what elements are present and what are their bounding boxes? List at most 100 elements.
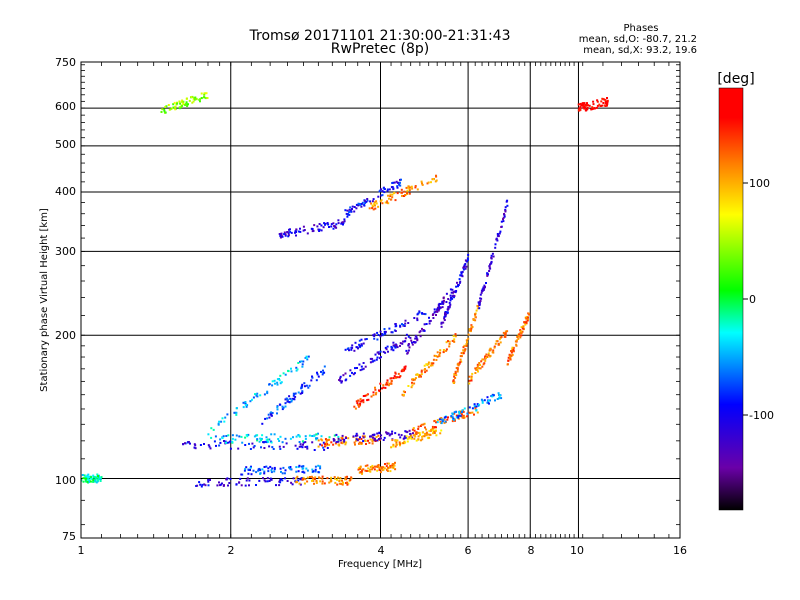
data-point bbox=[438, 306, 441, 308]
data-point bbox=[601, 104, 604, 107]
data-point bbox=[438, 302, 441, 305]
data-point bbox=[392, 377, 395, 380]
data-point bbox=[386, 468, 389, 471]
data-point bbox=[415, 336, 418, 339]
data-point bbox=[386, 189, 389, 192]
data-point bbox=[503, 214, 506, 216]
data-point bbox=[316, 225, 319, 228]
data-point bbox=[284, 405, 287, 408]
data-point bbox=[378, 466, 381, 469]
data-point bbox=[492, 255, 495, 258]
data-point bbox=[256, 434, 259, 437]
data-point bbox=[92, 474, 95, 477]
data-point bbox=[410, 339, 413, 342]
data-point bbox=[438, 355, 441, 358]
data-point bbox=[282, 406, 285, 409]
data-point bbox=[199, 483, 202, 486]
data-point bbox=[488, 402, 490, 405]
data-point bbox=[337, 439, 340, 442]
data-point bbox=[373, 201, 376, 204]
data-point bbox=[583, 107, 586, 110]
data-point bbox=[311, 441, 314, 444]
data-point bbox=[174, 105, 177, 108]
data-point bbox=[85, 475, 88, 478]
data-point bbox=[245, 405, 248, 408]
data-point bbox=[332, 222, 335, 225]
data-point bbox=[455, 416, 458, 419]
data-point bbox=[499, 336, 502, 339]
data-point bbox=[407, 385, 410, 387]
data-point bbox=[298, 434, 301, 437]
data-point bbox=[371, 464, 374, 467]
data-point bbox=[394, 468, 397, 471]
data-point bbox=[577, 103, 580, 106]
data-point bbox=[371, 360, 374, 363]
data-point bbox=[301, 392, 303, 394]
data-point bbox=[375, 200, 378, 203]
data-point bbox=[337, 440, 340, 443]
data-point bbox=[504, 330, 507, 333]
data-point bbox=[385, 431, 388, 434]
data-point bbox=[326, 447, 329, 449]
data-point bbox=[405, 333, 408, 336]
data-point bbox=[286, 480, 289, 482]
data-point bbox=[321, 475, 324, 478]
data-point bbox=[289, 466, 292, 468]
data-point bbox=[470, 375, 473, 378]
data-point bbox=[390, 380, 393, 383]
data-point bbox=[460, 355, 463, 358]
data-point bbox=[451, 420, 454, 423]
data-point bbox=[262, 441, 265, 444]
data-point bbox=[386, 462, 389, 465]
data-point bbox=[473, 413, 475, 416]
data-point bbox=[395, 180, 398, 183]
data-point bbox=[409, 432, 412, 435]
data-point bbox=[242, 401, 245, 404]
data-point bbox=[283, 231, 286, 234]
data-point bbox=[396, 185, 399, 188]
data-point bbox=[404, 319, 407, 322]
data-point bbox=[251, 398, 253, 401]
data-point bbox=[269, 465, 272, 468]
data-point bbox=[316, 371, 318, 374]
data-point bbox=[363, 203, 366, 206]
data-point bbox=[256, 392, 259, 395]
data-point bbox=[388, 382, 391, 385]
data-point bbox=[449, 288, 452, 291]
data-point bbox=[367, 439, 369, 442]
data-point bbox=[397, 433, 400, 436]
data-point bbox=[317, 476, 320, 479]
data-point bbox=[279, 467, 282, 470]
data-point bbox=[468, 329, 471, 332]
phases-x-line: mean, sd,X: 93.2, 19.6 bbox=[583, 45, 697, 56]
data-point bbox=[371, 440, 374, 443]
data-point bbox=[379, 471, 382, 474]
data-point bbox=[260, 437, 263, 440]
data-point bbox=[276, 406, 279, 409]
data-point bbox=[229, 478, 232, 481]
data-point bbox=[590, 108, 593, 111]
data-point bbox=[298, 464, 301, 467]
data-point bbox=[168, 108, 171, 111]
data-point bbox=[509, 357, 512, 360]
data-point bbox=[436, 310, 439, 313]
data-point bbox=[478, 307, 481, 310]
data-point bbox=[388, 197, 390, 200]
data-point bbox=[477, 404, 480, 407]
data-point bbox=[359, 402, 362, 405]
data-point bbox=[362, 399, 365, 402]
data-point bbox=[344, 443, 347, 446]
data-point bbox=[304, 385, 306, 388]
data-point bbox=[457, 362, 460, 365]
data-point bbox=[280, 470, 282, 473]
data-point bbox=[284, 234, 287, 237]
data-point bbox=[320, 435, 323, 438]
data-point bbox=[487, 352, 490, 355]
colorbar-label: [deg] bbox=[717, 71, 754, 87]
colorbar-tick-label: -100 bbox=[749, 409, 774, 422]
data-point bbox=[279, 236, 282, 239]
data-point bbox=[301, 390, 304, 393]
data-point bbox=[281, 472, 284, 475]
data-point bbox=[511, 353, 514, 356]
data-point bbox=[227, 484, 229, 487]
